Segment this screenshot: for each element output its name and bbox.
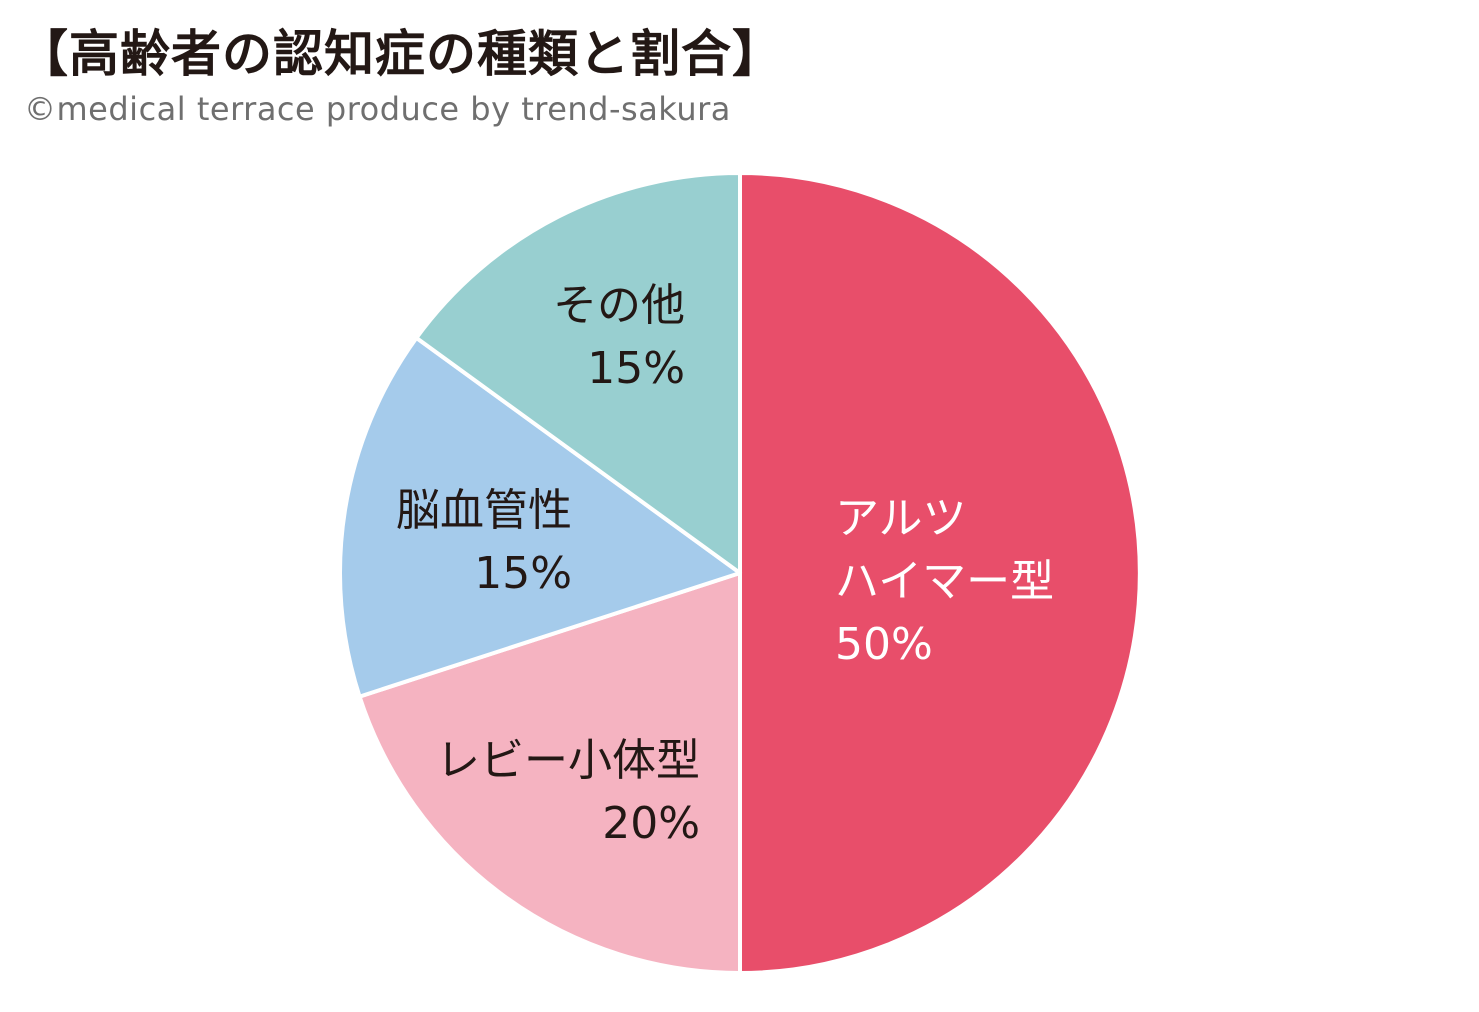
chart-subtitle: ©medical terrace produce by trend-sakura bbox=[24, 90, 731, 128]
chart-title: 【高齢者の認知症の種類と割合】 bbox=[18, 25, 783, 83]
slice-name-label-1-0: レビー小体型 bbox=[436, 735, 700, 786]
slice-name-label-0-0: アルツ bbox=[835, 493, 967, 544]
pie-slice-1 bbox=[357, 571, 742, 975]
slice-percent-label-2: 15% bbox=[474, 548, 572, 599]
pie-slice-2 bbox=[338, 335, 742, 699]
slice-name-label-0-1: ハイマー型 bbox=[835, 556, 1054, 607]
slice-percent-label-0: 50% bbox=[835, 619, 933, 670]
pie-slice-0 bbox=[738, 171, 1142, 975]
pie-slice-3 bbox=[414, 171, 742, 575]
slice-name-label-3-0: その他 bbox=[553, 280, 685, 331]
slice-name-label-2-0: 脳血管性 bbox=[396, 485, 572, 536]
slice-percent-label-3: 15% bbox=[587, 343, 685, 394]
slice-percent-label-1: 20% bbox=[602, 798, 700, 849]
